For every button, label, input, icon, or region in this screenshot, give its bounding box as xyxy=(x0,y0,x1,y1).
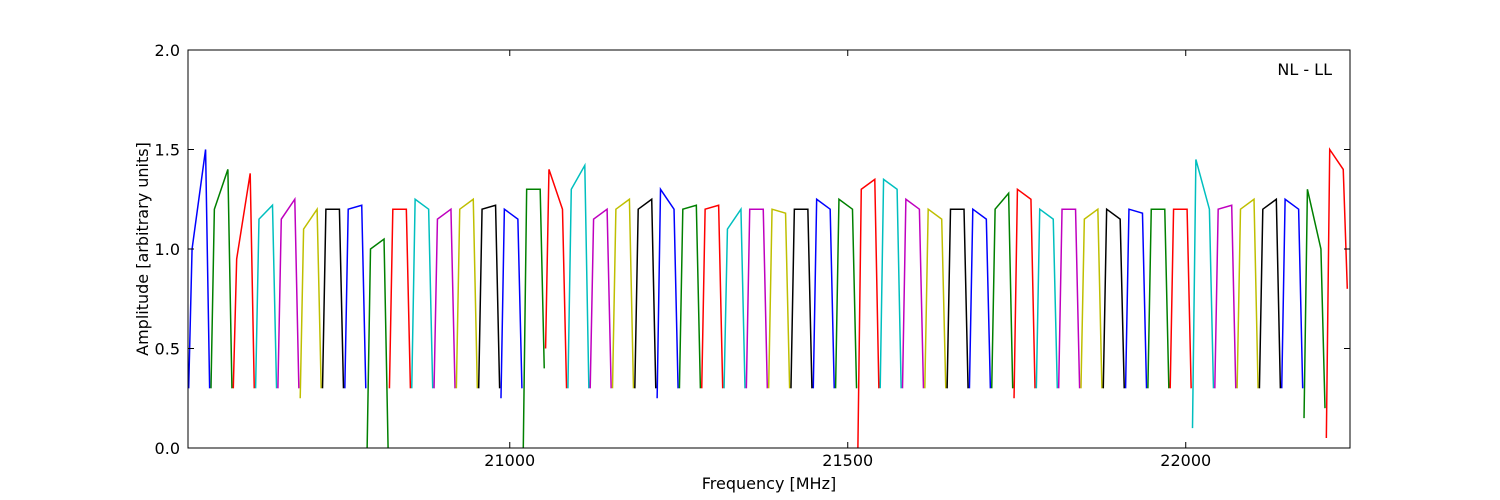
annotation: NL - LL xyxy=(1277,60,1332,79)
x-tick-label: 22000 xyxy=(1160,451,1211,470)
plot-area xyxy=(188,147,1349,448)
x-axis-label: Frequency [MHz] xyxy=(702,474,836,493)
y-axis-label: Amplitude [arbitrary units] xyxy=(133,142,152,356)
y-tick-label: 0.0 xyxy=(155,439,180,458)
series-line xyxy=(254,159,1215,429)
x-tick-label: 21500 xyxy=(822,451,873,470)
y-tick-label: 1.5 xyxy=(155,141,180,160)
series-line xyxy=(188,149,1304,399)
series-line xyxy=(299,197,1259,399)
series-line xyxy=(232,147,1349,448)
y-tick-label: 2.0 xyxy=(155,41,180,60)
y-tick-label: 1.0 xyxy=(155,240,180,259)
series-line xyxy=(277,196,1237,389)
series-line xyxy=(210,169,1326,448)
y-tick-label: 0.5 xyxy=(155,340,180,359)
x-tick-label: 21000 xyxy=(484,451,535,470)
series-line xyxy=(321,197,1282,389)
